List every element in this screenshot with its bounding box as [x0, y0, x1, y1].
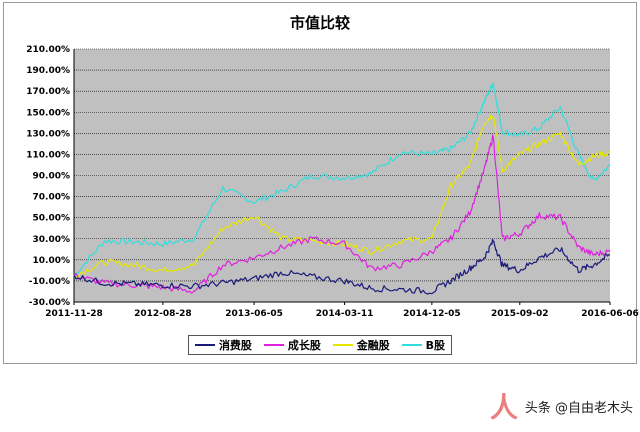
- series-line-0: [73, 238, 611, 295]
- y-tick-label: 50.00%: [33, 214, 71, 224]
- y-tick-label: 90.00%: [33, 172, 71, 182]
- y-tick-label: 210.00%: [26, 45, 70, 55]
- y-tick-label: -30.00%: [29, 298, 70, 308]
- y-tick-label: 110.00%: [26, 150, 70, 160]
- watermark: 人 头条 @自由老木头: [490, 386, 636, 426]
- series-line-1: [73, 134, 611, 294]
- series-line-2: [73, 114, 611, 278]
- legend-label: B股: [425, 339, 445, 352]
- legend-item: B股: [401, 337, 445, 353]
- series-line-3: [73, 82, 611, 277]
- y-tick-label: 30.00%: [33, 235, 71, 245]
- y-tick-label: 130.00%: [26, 129, 70, 139]
- y-tick-label: 190.00%: [26, 66, 70, 76]
- y-tick-label: 150.00%: [26, 108, 70, 118]
- watermark-text: 头条 @自由老木头: [521, 395, 636, 417]
- x-tick-label: 2014-12-05: [403, 309, 461, 319]
- chart-title: 市值比较: [289, 14, 350, 32]
- legend-item: 消费股: [194, 337, 252, 353]
- x-tick-label: 2012-08-28: [134, 309, 192, 319]
- chart-legend: 消费股 成长股 金融股 B股: [188, 335, 452, 355]
- y-tick-label: 10.00%: [33, 256, 71, 266]
- legend-item: 金融股: [332, 337, 390, 353]
- legend-swatch: [263, 344, 284, 346]
- legend-label: 成长股: [287, 339, 321, 352]
- x-tick-label: 2013-06-05: [225, 309, 283, 319]
- legend-swatch: [194, 344, 215, 346]
- y-tick-label: 170.00%: [26, 87, 70, 97]
- x-tick-label: 2011-11-28: [45, 309, 103, 319]
- legend-item: 成长股: [263, 337, 321, 353]
- legend-label: 金融股: [356, 339, 390, 352]
- watermark-logo: 人: [489, 391, 518, 424]
- legend-label: 消费股: [218, 339, 252, 352]
- x-tick-label: 2015-09-02: [491, 309, 549, 319]
- y-tick-label: -10.00%: [29, 277, 70, 287]
- legend-swatch: [332, 344, 353, 346]
- x-tick-label: 2016-06-06: [581, 309, 639, 319]
- x-tick-label: 2014-03-11: [316, 309, 374, 319]
- y-tick-label: 70.00%: [33, 193, 71, 203]
- legend-swatch: [401, 344, 422, 346]
